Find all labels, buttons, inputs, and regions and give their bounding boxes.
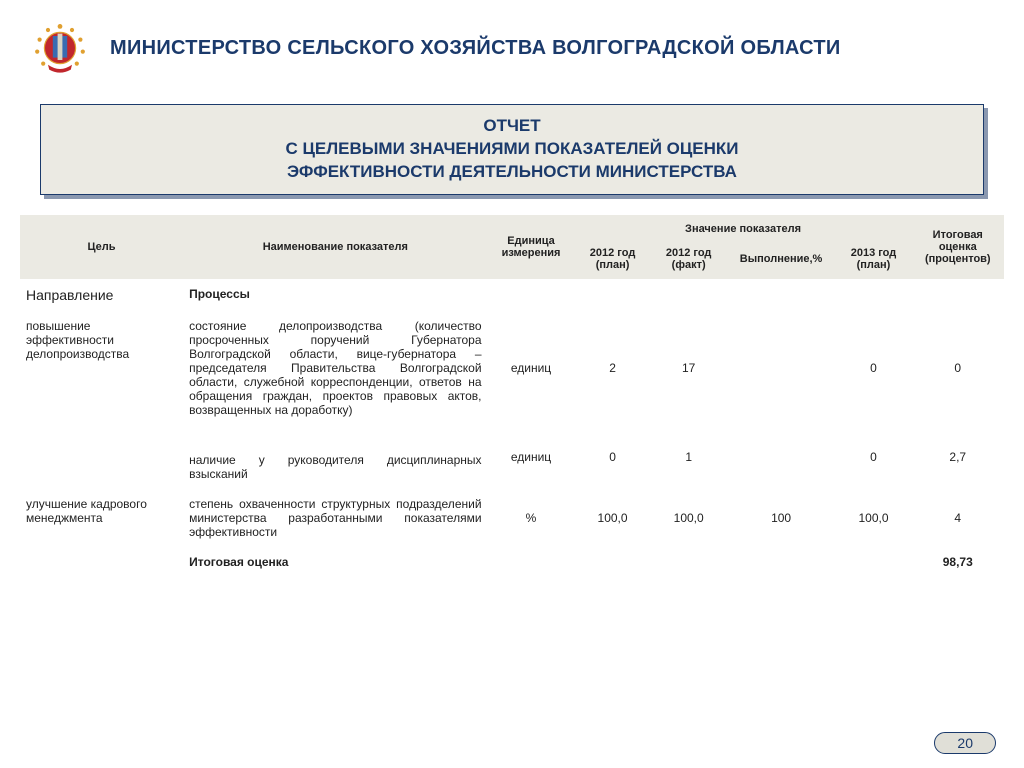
section-title: Процессы — [183, 279, 1004, 311]
emblem-icon — [30, 18, 90, 78]
th-goal: Цель — [20, 215, 183, 279]
th-unit: Единица измерения — [488, 215, 575, 279]
cell-unit: единиц — [488, 425, 575, 489]
report-line-1: ОТЧЕТ — [61, 115, 963, 138]
cell-2012f: 1 — [651, 425, 727, 489]
cell-2013p: 0 — [835, 425, 911, 489]
th-value-group: Значение показателя — [575, 215, 912, 239]
table-header: Цель Наименование показателя Единица изм… — [20, 215, 1004, 279]
page-title: МИНИСТЕРСТВО СЕЛЬСКОГО ХОЗЯЙСТВА ВОЛГОГР… — [110, 37, 841, 60]
cell-unit: единиц — [488, 311, 575, 425]
th-2012-fact: 2012 год (факт) — [651, 239, 727, 279]
page-number-badge: 20 — [934, 732, 996, 754]
cell-2012p: 100,0 — [575, 489, 651, 547]
cell-2012f: 100,0 — [651, 489, 727, 547]
th-2012-plan: 2012 год (план) — [575, 239, 651, 279]
cell-final: 4 — [912, 489, 1004, 547]
table-row: улучшение кадрового менеджмента степень … — [20, 489, 1004, 547]
cell-goal: повышение эффективности делопроизводства — [20, 311, 183, 425]
page-header: МИНИСТЕРСТВО СЕЛЬСКОГО ХОЗЯЙСТВА ВОЛГОГР… — [0, 0, 1024, 86]
total-row: Итоговая оценка 98,73 — [20, 547, 1004, 577]
section-label: Направление — [20, 279, 183, 311]
cell-2012p: 2 — [575, 311, 651, 425]
cell-final: 2,7 — [912, 425, 1004, 489]
th-indicator: Наименование показателя — [183, 215, 487, 279]
cell-2012p: 0 — [575, 425, 651, 489]
total-label: Итоговая оценка — [183, 547, 487, 577]
section-row: Направление Процессы — [20, 279, 1004, 311]
cell-exec: 100 — [727, 489, 836, 547]
cell-exec — [727, 311, 836, 425]
report-title-box: ОТЧЕТ С ЦЕЛЕВЫМИ ЗНАЧЕНИЯМИ ПОКАЗАТЕЛЕЙ … — [40, 104, 984, 195]
cell-2012f: 17 — [651, 311, 727, 425]
table-row: наличие у руководителя дисциплинарных вз… — [20, 425, 1004, 489]
cell-exec — [727, 425, 836, 489]
cell-final: 0 — [912, 311, 1004, 425]
th-execution: Выполнение,% — [727, 239, 836, 279]
cell-2013p: 0 — [835, 311, 911, 425]
cell-name: состояние делопроизводства (количество п… — [183, 311, 487, 425]
th-2013-plan: 2013 год (план) — [835, 239, 911, 279]
report-table: Цель Наименование показателя Единица изм… — [20, 215, 1004, 577]
report-line-3: ЭФФЕКТИВНОСТИ ДЕЯТЕЛЬНОСТИ МИНИСТЕРСТВА — [61, 161, 963, 184]
cell-2013p: 100,0 — [835, 489, 911, 547]
total-value: 98,73 — [912, 547, 1004, 577]
cell-name: наличие у руководителя дисциплинарных вз… — [183, 425, 487, 489]
cell-name: степень охваченности структурных подразд… — [183, 489, 487, 547]
cell-goal: улучшение кадрового менеджмента — [20, 489, 183, 547]
report-table-container: Цель Наименование показателя Единица изм… — [20, 215, 1004, 577]
th-final: Итоговая оценка (процентов) — [912, 215, 1004, 279]
cell-goal — [20, 425, 183, 489]
table-row: повышение эффективности делопроизводства… — [20, 311, 1004, 425]
report-line-2: С ЦЕЛЕВЫМИ ЗНАЧЕНИЯМИ ПОКАЗАТЕЛЕЙ ОЦЕНКИ — [61, 138, 963, 161]
cell-unit: % — [488, 489, 575, 547]
